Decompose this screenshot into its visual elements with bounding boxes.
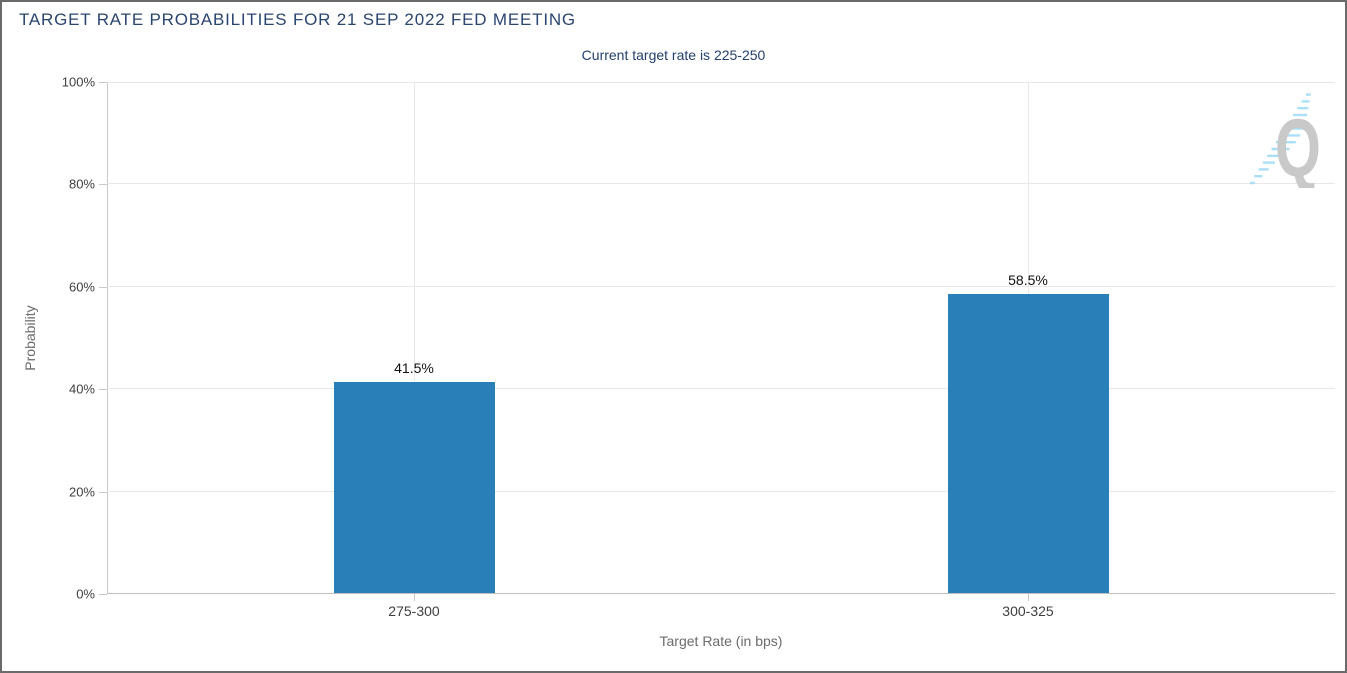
watermark-slash-icon <box>1250 93 1311 185</box>
x-tick-label: 275-300 <box>388 603 440 619</box>
y-tick <box>99 594 107 595</box>
y-tick-label: 80% <box>68 176 95 192</box>
y-tick <box>99 184 107 186</box>
chart-subtitle: Current target rate is 225-250 <box>581 47 766 63</box>
y-axis-line <box>107 82 108 594</box>
bar-value-label: 41.5% <box>394 359 434 376</box>
y-tick <box>99 286 107 288</box>
y-tick-label: 20% <box>68 484 95 500</box>
watermark-letter: Q <box>1275 103 1321 188</box>
x-tick <box>414 594 415 601</box>
page-title: TARGET RATE PROBABILITIES FOR 21 SEP 202… <box>19 10 576 29</box>
watermark-logo: Q <box>1250 93 1321 188</box>
gridline-horizontal <box>107 490 1335 492</box>
x-axis-title: Target Rate (in bps) <box>659 633 783 649</box>
gridline-horizontal <box>107 183 1335 185</box>
y-tick-label: 40% <box>68 381 95 397</box>
bar[interactable] <box>333 381 495 594</box>
x-tick <box>1028 594 1029 601</box>
gridline-horizontal <box>107 82 1335 83</box>
gridline-horizontal <box>107 285 1335 287</box>
bar[interactable] <box>947 294 1109 594</box>
plot-area: 0% 20% 40% 60% 80% 100% 41.5% 275-300 58.5% 300-3… <box>62 75 1335 619</box>
x-tick-label: 300-325 <box>1002 603 1054 619</box>
gridline-horizontal <box>107 388 1335 390</box>
y-tick-label: 60% <box>68 279 95 295</box>
gridline-vertical <box>414 82 415 594</box>
gridline-horizontal <box>107 593 1335 594</box>
y-tick-label: 100% <box>61 74 95 90</box>
y-axis-title: Probability <box>22 305 38 371</box>
y-tick <box>99 82 107 83</box>
y-tick-label: 0% <box>76 586 95 602</box>
y-tick <box>99 389 107 391</box>
bar-value-label: 58.5% <box>1008 272 1048 289</box>
y-tick <box>99 491 107 493</box>
